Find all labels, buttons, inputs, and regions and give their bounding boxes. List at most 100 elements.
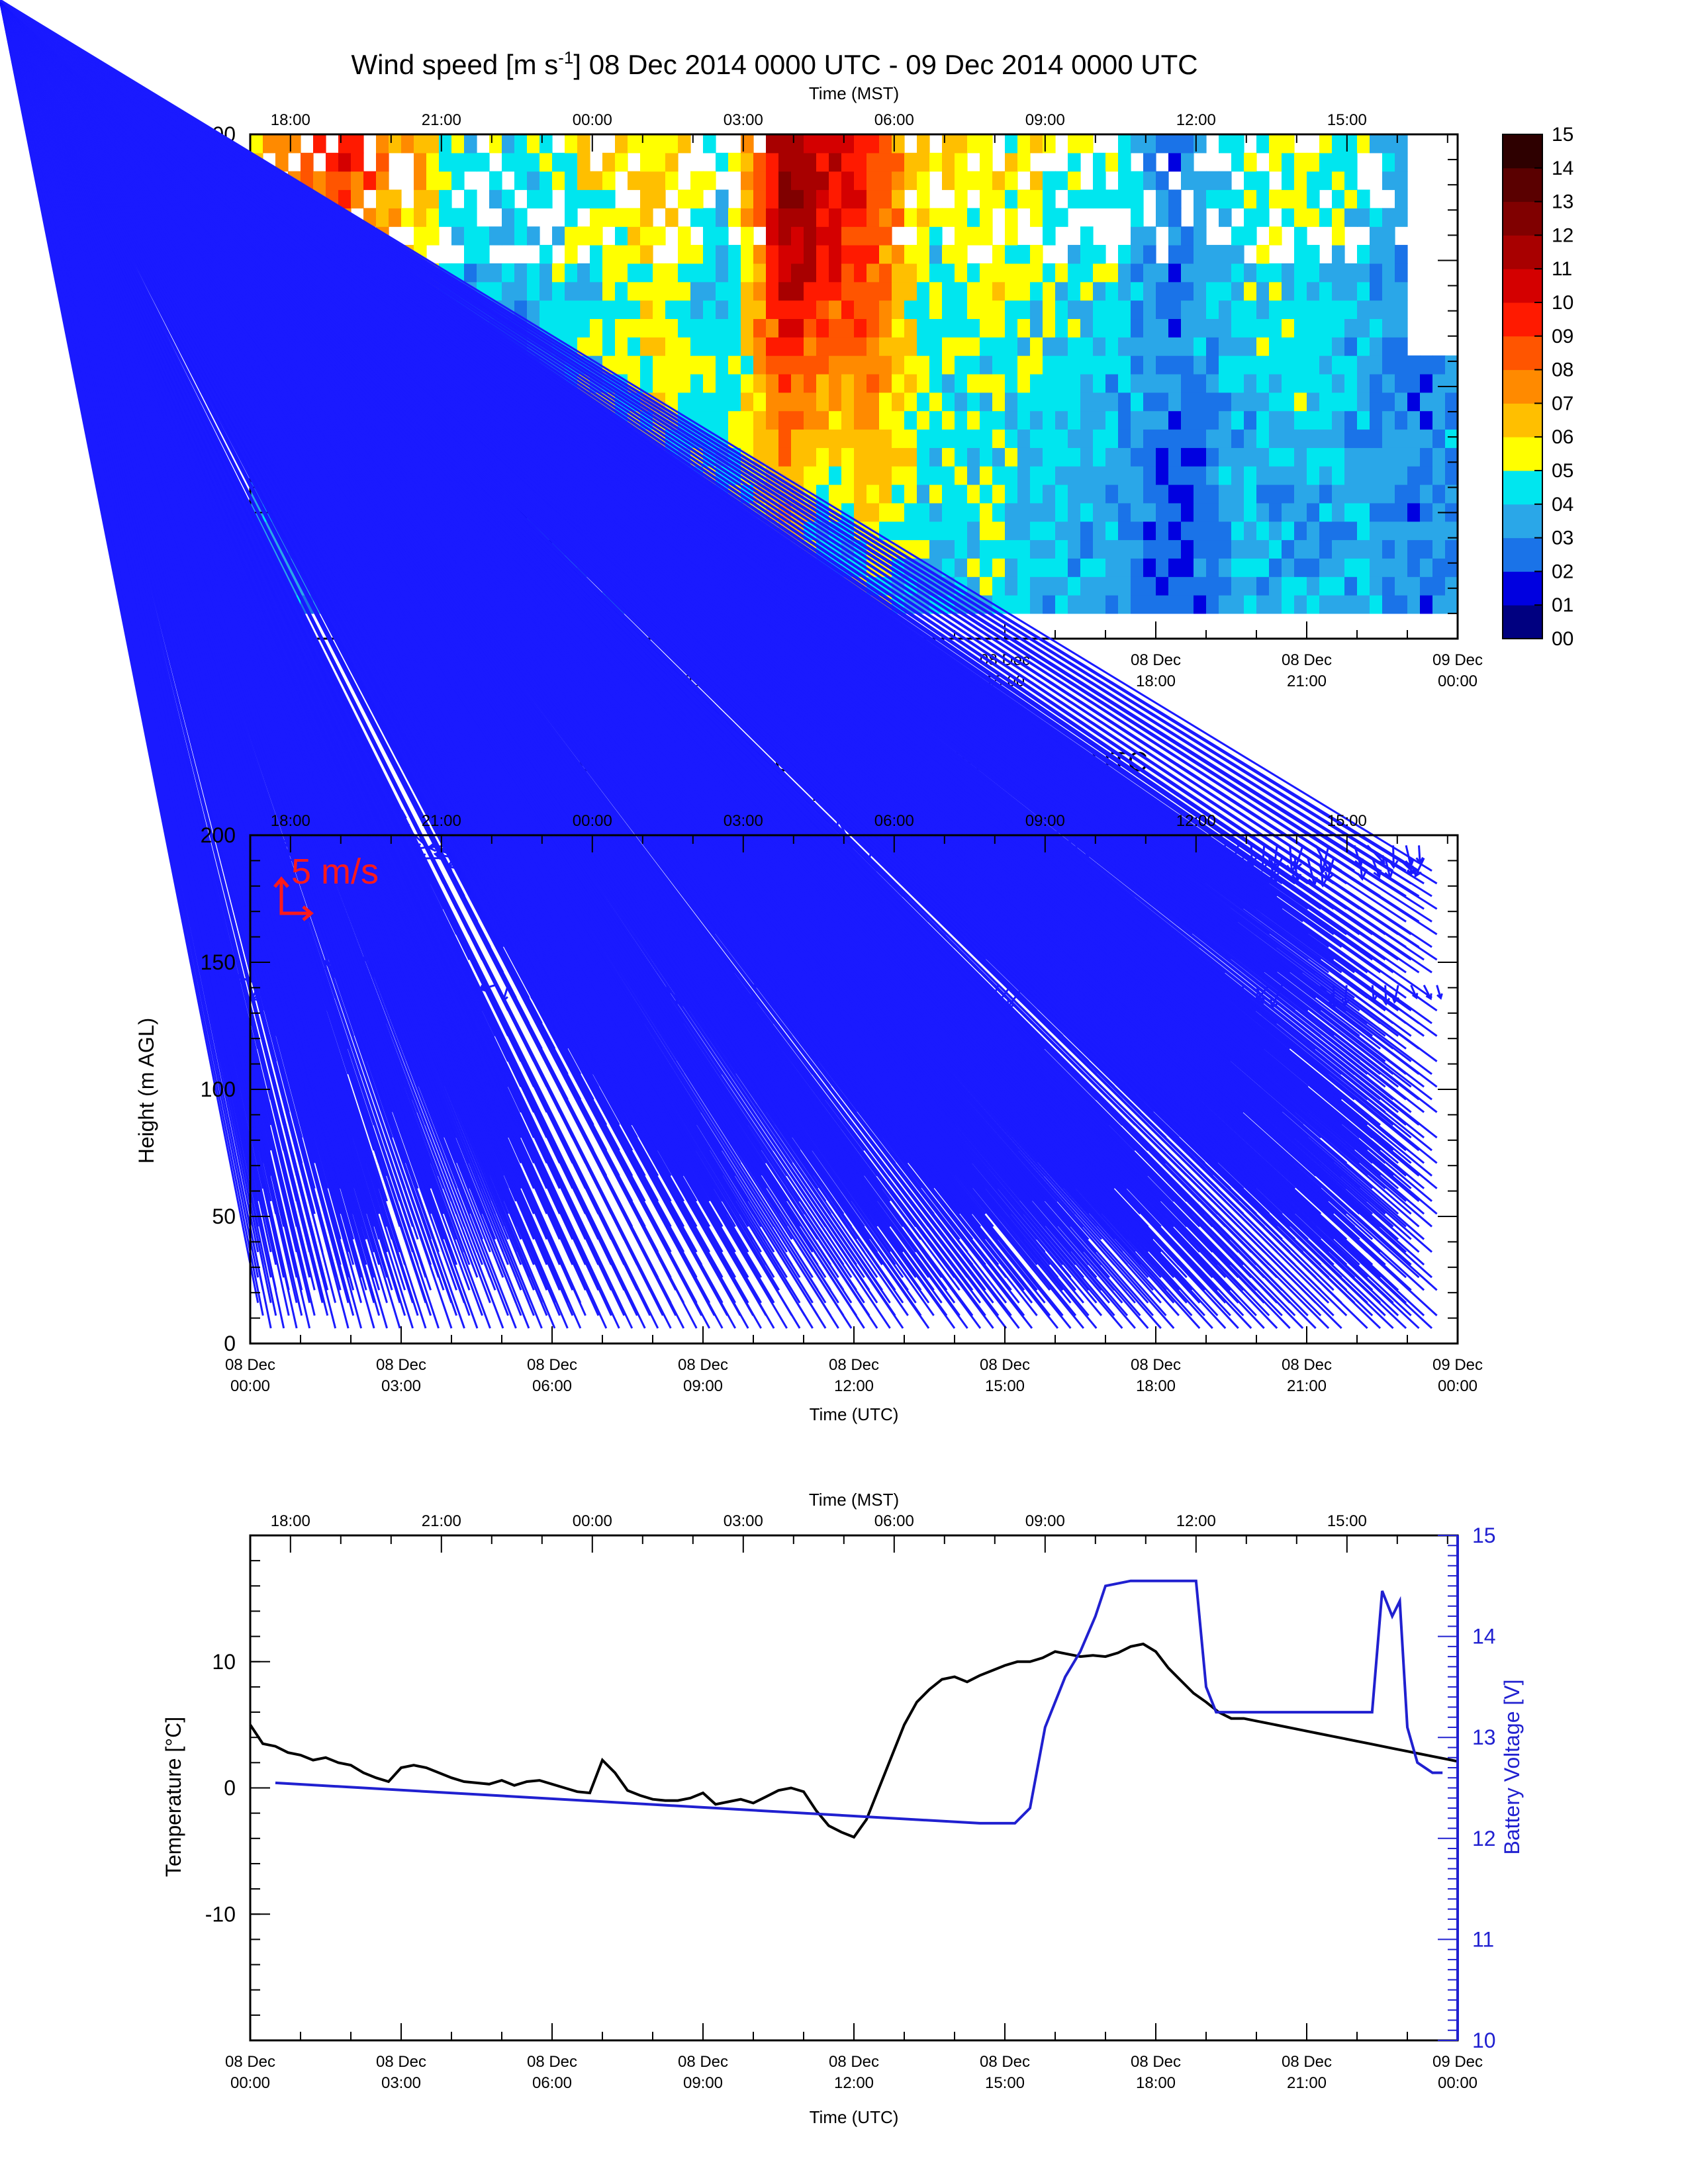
contour-cell <box>602 355 616 375</box>
contour-cell <box>1017 576 1031 596</box>
contour-cell <box>1395 521 1408 541</box>
contour-cell <box>1256 466 1270 485</box>
contour-cell <box>1168 152 1182 172</box>
contour-cell <box>628 318 641 338</box>
wind-arrow <box>0 0 633 1329</box>
contour-cell <box>1030 134 1043 154</box>
contour-cell <box>1105 263 1119 283</box>
contour-cell <box>602 208 616 227</box>
contour-cell <box>753 392 767 412</box>
contour-cell <box>1395 558 1408 577</box>
contour-cell <box>716 300 729 320</box>
contour-cell <box>942 134 955 154</box>
colorbar-label: 12 <box>1552 224 1573 246</box>
contour-cell <box>741 152 754 172</box>
contour-cell <box>1005 466 1018 485</box>
contour-cell <box>955 429 968 448</box>
contour-cell <box>892 189 905 208</box>
contour-cell <box>678 263 691 283</box>
contour-cell <box>1294 355 1307 375</box>
contour-cell <box>1080 318 1094 338</box>
contour-cell <box>1143 392 1156 412</box>
contour-cell <box>489 134 502 154</box>
contour-cell <box>1168 281 1182 301</box>
contour-cell <box>1131 171 1144 191</box>
contour-cell <box>703 373 716 393</box>
contour-cell <box>1017 373 1031 393</box>
contour-cell <box>1017 281 1031 301</box>
contour-cell <box>1231 410 1244 430</box>
contour-cell <box>841 447 855 467</box>
contour-cell <box>489 263 502 283</box>
contour-cell <box>1294 208 1307 227</box>
contour-cell <box>1005 337 1018 356</box>
contour-cell <box>1357 355 1370 375</box>
contour-cell <box>716 263 729 283</box>
contour-cell <box>338 171 352 191</box>
contour-cell <box>1131 410 1144 430</box>
contour-cell <box>590 300 603 320</box>
contour-cell <box>942 152 955 172</box>
contour-cell <box>690 355 704 375</box>
contour-cell <box>1181 337 1194 356</box>
contour-cell <box>1118 392 1131 412</box>
contour-cell <box>1118 410 1131 430</box>
contour-cell <box>867 447 880 467</box>
contour-cell <box>1357 337 1370 356</box>
contour-cell <box>1043 447 1056 467</box>
contour-cell <box>1357 466 1370 485</box>
contour-cell <box>539 134 553 154</box>
contour-cell <box>741 263 754 283</box>
contour-cell <box>1143 521 1156 541</box>
contour-cell <box>1194 484 1207 504</box>
contour-cell <box>892 263 905 283</box>
contour-cell <box>477 226 490 246</box>
contour-cell <box>1194 318 1207 338</box>
contour-cell <box>1131 300 1144 320</box>
contour-cell <box>1420 576 1433 596</box>
contour-cell <box>1043 318 1056 338</box>
contour-cell <box>1231 226 1244 246</box>
contour-cell <box>464 134 477 154</box>
contour-cell <box>1030 484 1043 504</box>
contour-cell <box>1093 466 1106 485</box>
contour-cell <box>967 171 980 191</box>
contour-cell <box>716 337 729 356</box>
contour-cell <box>1068 558 1081 577</box>
contour-cell <box>741 134 754 154</box>
contour-cell <box>955 171 968 191</box>
contour-cell <box>1080 410 1094 430</box>
contour-cell <box>1131 226 1144 246</box>
contour-cell <box>904 502 917 522</box>
contour-cell <box>1432 558 1446 577</box>
contour-cell <box>1407 392 1421 412</box>
contour-cell <box>816 300 829 320</box>
contour-cell <box>439 134 452 154</box>
colorbar-label: 04 <box>1552 494 1573 516</box>
contour-cell <box>841 484 855 504</box>
contour-cell <box>1269 337 1282 356</box>
contour-cell <box>741 300 754 320</box>
contour-cell <box>1445 595 1458 614</box>
contour-cell <box>1307 245 1320 264</box>
contour-cell <box>942 484 955 504</box>
contour-cell <box>514 152 528 172</box>
contour-cell <box>313 171 326 191</box>
contour-cell <box>1231 189 1244 208</box>
contour-cell <box>804 300 817 320</box>
colorbar-swatch <box>1503 471 1542 505</box>
contour-cell <box>502 263 515 283</box>
contour-cell <box>854 189 867 208</box>
colorbar-label: 14 <box>1552 158 1573 179</box>
contour-cell <box>1118 595 1131 614</box>
contour-cell <box>1080 502 1094 522</box>
contour-cell <box>1244 152 1257 172</box>
contour-cell <box>1294 300 1307 320</box>
contour-cell <box>1131 539 1144 559</box>
contour-cell <box>1445 576 1458 596</box>
contour-cell <box>1194 337 1207 356</box>
contour-cell <box>1420 521 1433 541</box>
contour-cell <box>1231 484 1244 504</box>
contour-cell <box>615 226 628 246</box>
contour-cell <box>690 281 704 301</box>
